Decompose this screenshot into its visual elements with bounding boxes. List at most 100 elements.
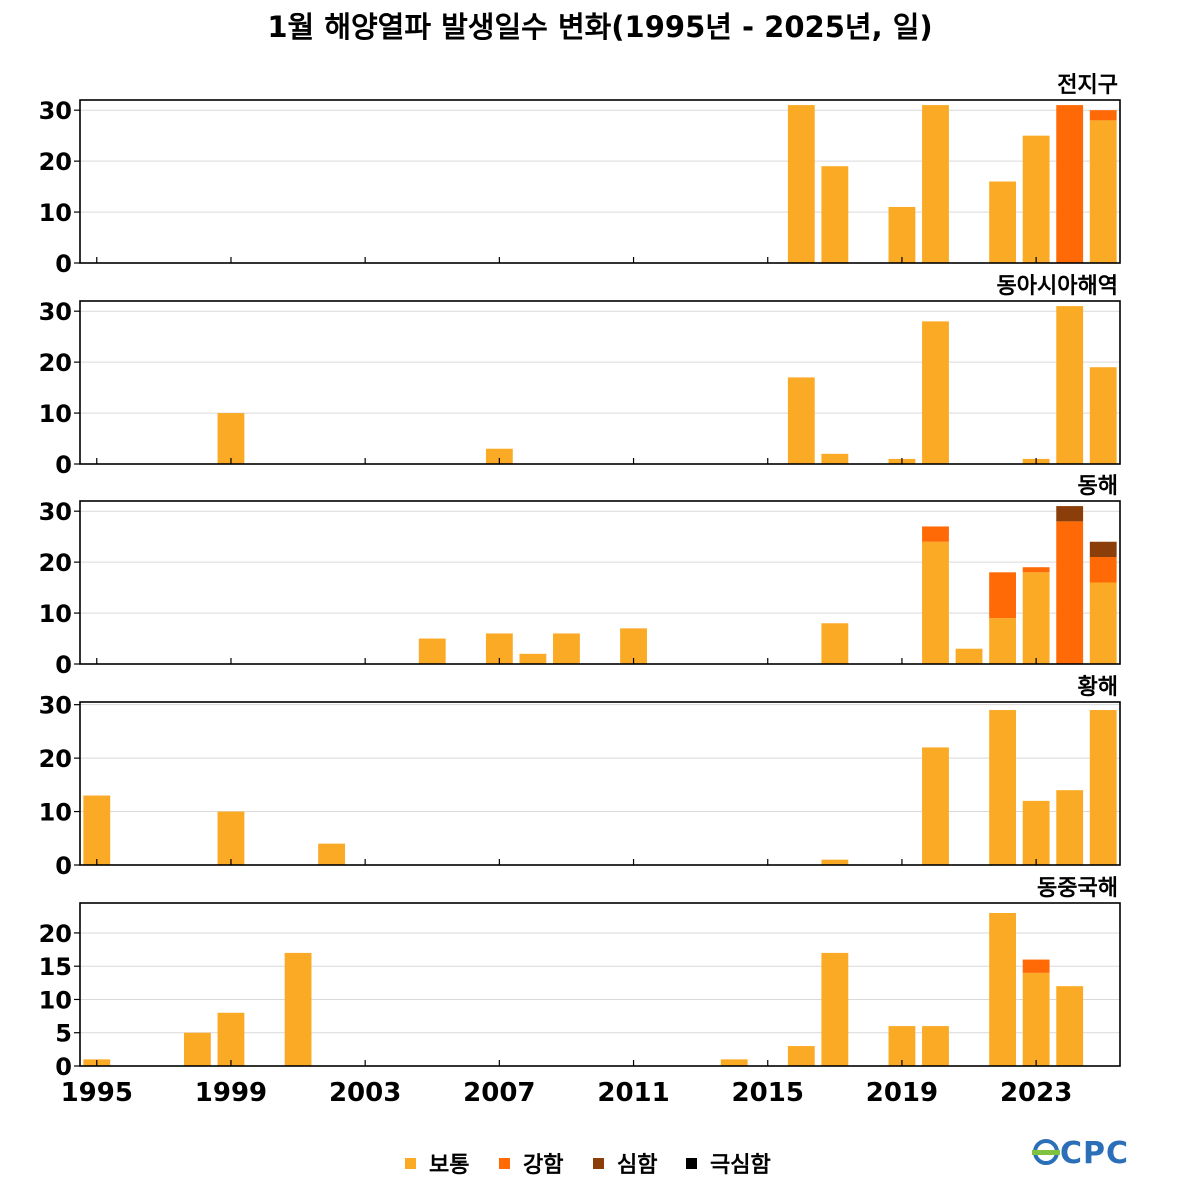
bar-2009-보통: [553, 633, 580, 664]
y-tick-label: 20: [39, 148, 72, 176]
y-tick-label: 10: [39, 799, 72, 827]
bar-2016-보통: [787, 1046, 815, 1066]
plot-frame: [79, 99, 1121, 264]
bar-2025-보통: [1089, 582, 1117, 664]
bar-2023-보통: [1022, 572, 1050, 664]
bar-1999-보통: [217, 811, 245, 865]
bar-2021-보통: [955, 648, 983, 664]
panel-4: 0 10 20 30 황해: [39, 675, 1121, 880]
bar-2014-보통: [720, 1059, 748, 1066]
y-tick-label: 10: [39, 400, 72, 428]
bar-2025-강함: [1089, 110, 1117, 121]
logo-text: CPC: [1060, 1136, 1129, 1171]
y-tick-label: 20: [39, 920, 72, 948]
bar-2019-보통: [888, 1026, 916, 1066]
bar-2007-보통: [485, 448, 513, 464]
legend-swatch: [686, 1158, 697, 1169]
x-tick-label: 2003: [329, 1078, 401, 1108]
logo-wave: [1032, 1150, 1060, 1155]
bar-1998-보통: [184, 1032, 211, 1066]
bar-2022-보통: [989, 912, 1016, 1066]
panel-title: 동중국해: [1037, 876, 1118, 901]
plot-frame: [79, 701, 1121, 866]
y-tick-label: 10: [39, 986, 72, 1014]
ocpc-logo: CPC: [1032, 1136, 1129, 1171]
plot-frame: [79, 500, 1121, 665]
bar-2005-보통: [418, 638, 446, 664]
chart-title: 1월 해양열파 발생일수 변화(1995년 - 2025년, 일): [267, 10, 933, 44]
x-tick-label: 2023: [1000, 1078, 1072, 1108]
bar-2024-강함: [1056, 521, 1084, 664]
legend-swatch: [405, 1158, 416, 1169]
bar-2023-보통: [1022, 800, 1050, 865]
bar-2022-강함: [989, 572, 1016, 619]
x-tick-label: 2007: [463, 1078, 535, 1108]
panel-title: 전지구: [1057, 73, 1118, 98]
bar-2025-보통: [1089, 367, 1117, 464]
bar-2019-보통: [888, 206, 916, 263]
y-tick-label: 20: [39, 549, 72, 577]
bar-1995-보통: [83, 795, 111, 865]
y-tick-label: 30: [39, 298, 72, 326]
y-tick-label: 0: [55, 1053, 72, 1081]
bar-2020-보통: [922, 1026, 949, 1066]
y-tick-label: 0: [55, 451, 72, 479]
bar-2022-보통: [989, 710, 1016, 865]
x-tick-label: 1995: [61, 1078, 133, 1108]
x-tick-label: 2015: [732, 1078, 804, 1108]
y-tick-label: 20: [39, 349, 72, 377]
legend-label: 강함: [523, 1153, 563, 1178]
y-tick-label: 5: [55, 1020, 72, 1048]
legend-swatch: [499, 1158, 510, 1169]
bar-2017-보통: [821, 623, 849, 664]
bar-2020-보통: [922, 105, 949, 263]
bar-2022-보통: [989, 181, 1016, 263]
bar-2017-보통: [821, 859, 849, 865]
bar-2016-보통: [787, 377, 815, 464]
panel-5: 0 5 10 15 20 동중국해: [39, 876, 1121, 1081]
x-tick-label: 2011: [597, 1078, 669, 1108]
panel-title: 동해: [1078, 474, 1118, 499]
bar-2020-강함: [922, 526, 949, 542]
y-tick-label: 0: [55, 250, 72, 278]
bar-2020-보통: [922, 321, 949, 464]
legend-label: 심함: [617, 1153, 657, 1178]
bar-2008-보통: [519, 653, 547, 664]
plot-frame: [79, 300, 1121, 465]
y-tick-label: 10: [39, 600, 72, 628]
y-tick-label: 30: [39, 692, 72, 720]
legend-swatch: [593, 1158, 604, 1169]
x-tick-label: 2019: [866, 1078, 938, 1108]
bar-1999-보통: [217, 1012, 245, 1066]
x-tick-label: 1999: [195, 1078, 267, 1108]
legend-label: 보통: [429, 1153, 469, 1178]
bar-2020-보통: [922, 747, 949, 865]
panel-title: 황해: [1078, 675, 1118, 700]
bar-2025-보통: [1089, 120, 1117, 263]
bar-2016-보통: [787, 105, 815, 263]
bar-2024-강함: [1056, 105, 1084, 263]
bar-2025-보통: [1089, 710, 1117, 865]
bar-2024-보통: [1056, 306, 1084, 464]
y-tick-label: 30: [39, 97, 72, 125]
panel-1: 0 10 20 30 전지구: [39, 73, 1121, 278]
bar-2020-보통: [922, 541, 949, 664]
bar-2025-강함: [1089, 557, 1117, 583]
panel-2: 0 10 20 30 동아시아해역: [39, 274, 1121, 479]
y-tick-label: 0: [55, 852, 72, 880]
legend: 보통 강함 심함 극심함: [405, 1153, 771, 1178]
bar-2024-심함: [1056, 506, 1084, 522]
bar-2024-보통: [1056, 986, 1084, 1066]
bar-2023-강함: [1022, 959, 1050, 973]
legend-label: 극심함: [710, 1153, 771, 1178]
bar-2023-보통: [1022, 135, 1050, 263]
bar-1999-보통: [217, 413, 245, 464]
plot-frame: [79, 902, 1121, 1067]
bar-2001-보통: [284, 952, 312, 1066]
y-tick-label: 20: [39, 745, 72, 773]
bar-2002-보통: [318, 843, 346, 865]
bar-2024-보통: [1056, 790, 1084, 865]
bar-2017-보통: [821, 166, 849, 263]
panel-3: 0 10 20 30 동해: [39, 474, 1121, 679]
